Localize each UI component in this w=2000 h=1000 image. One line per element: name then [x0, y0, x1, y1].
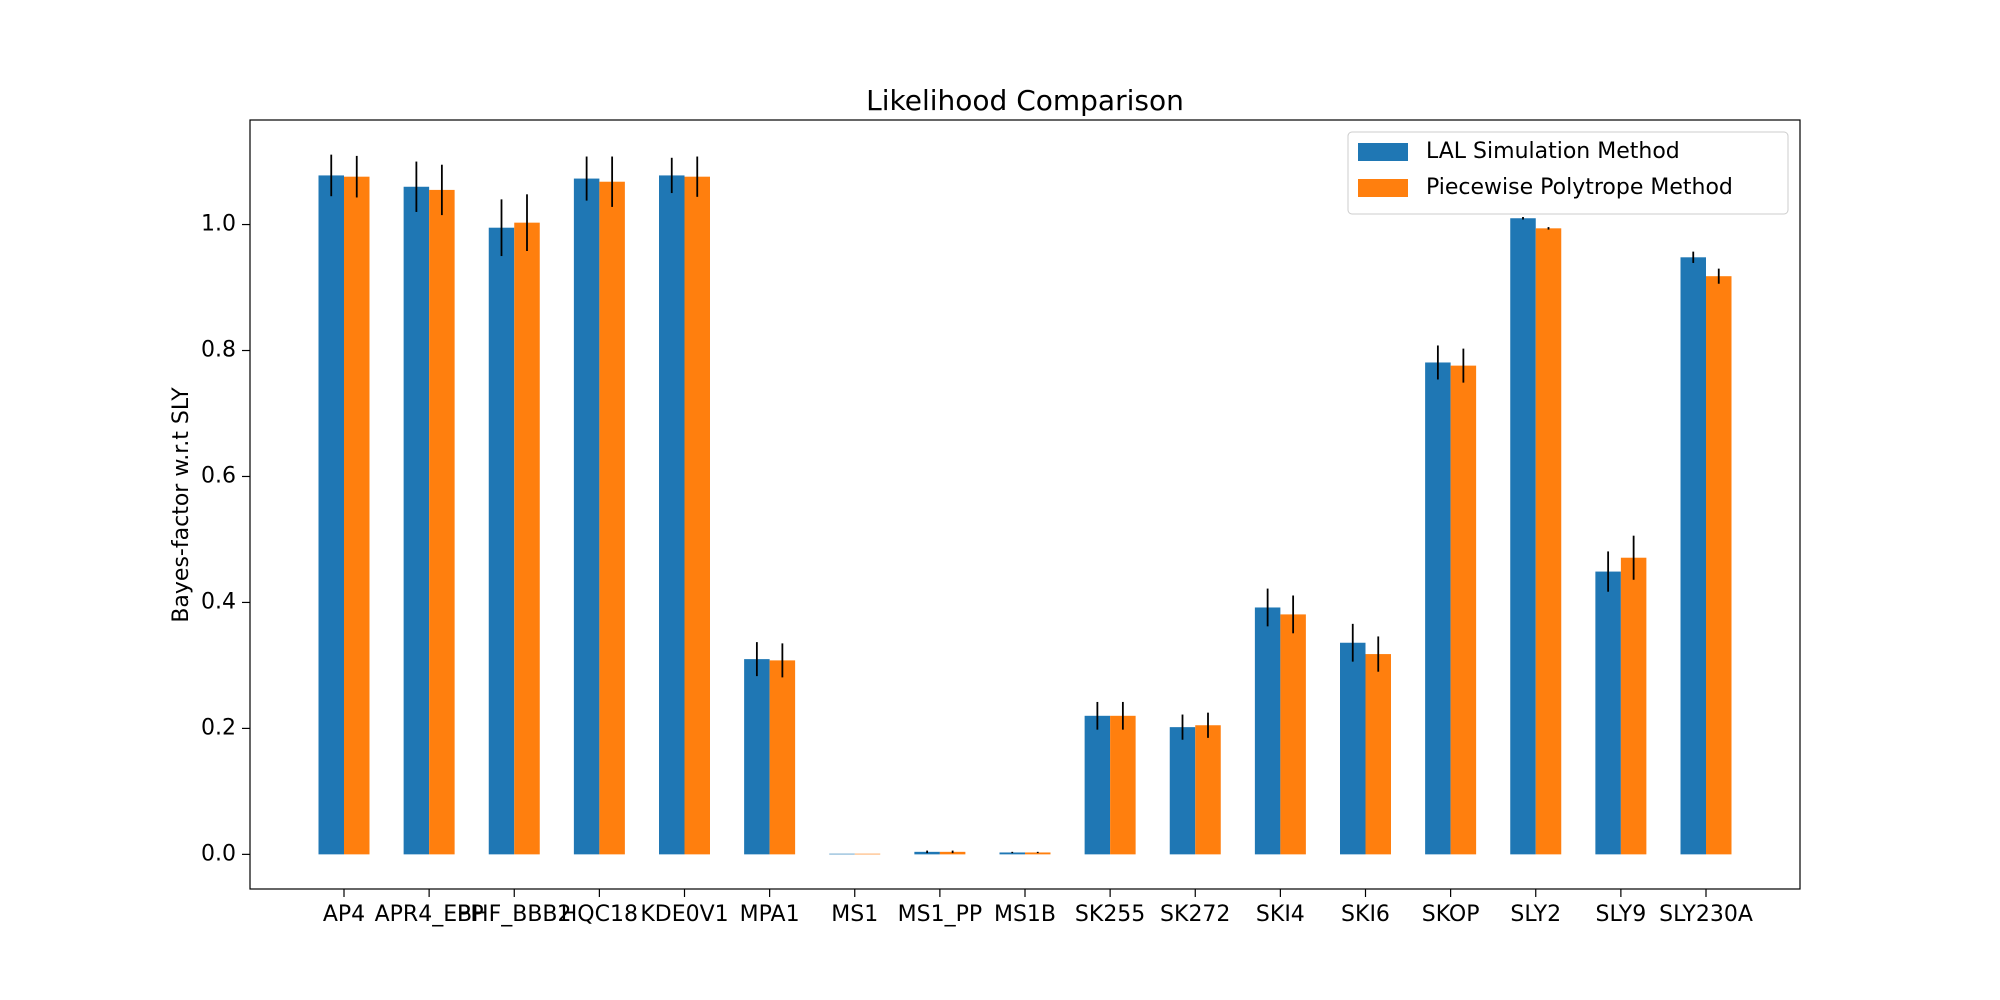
y-tick-label: 1.0 — [201, 212, 236, 237]
x-tick-label: SLY2 — [1510, 902, 1561, 927]
legend-swatch — [1358, 179, 1408, 197]
y-tick-label: 0.8 — [201, 338, 236, 363]
y-tick-label: 0.0 — [201, 841, 236, 866]
bar — [744, 659, 770, 855]
x-tick-label: SLY9 — [1596, 902, 1647, 927]
bar — [344, 176, 370, 855]
bar — [599, 181, 625, 855]
x-tick-label: AP4 — [323, 902, 365, 927]
x-tick-label: HQC18 — [561, 902, 638, 927]
bar — [659, 175, 685, 855]
x-tick-label: APR4_EPP — [375, 902, 484, 927]
bar — [829, 853, 855, 855]
legend-swatch — [1358, 143, 1408, 161]
x-tick-label: MS1B — [994, 902, 1056, 927]
x-tick-label: SLY230A — [1659, 902, 1753, 927]
bar — [1706, 276, 1732, 855]
x-tick-label: SKI6 — [1341, 902, 1390, 927]
bar — [1340, 642, 1366, 855]
x-tick-label: KDE0V1 — [640, 902, 728, 927]
x-tick-label: SKOP — [1422, 902, 1480, 927]
bar — [1365, 654, 1391, 855]
bar — [1084, 715, 1111, 855]
bar — [999, 852, 1025, 855]
x-tick-label: MPA1 — [740, 902, 800, 927]
bar — [1425, 362, 1451, 855]
legend-label: Piecewise Polytrope Method — [1426, 175, 1733, 200]
chart-title: Likelihood Comparison — [866, 84, 1184, 117]
x-tick-label: SKI4 — [1256, 902, 1305, 927]
bar — [1450, 365, 1477, 855]
bar — [684, 176, 710, 855]
bar — [573, 178, 600, 855]
legend-box — [1347, 131, 1789, 215]
y-tick-label: 0.4 — [201, 589, 236, 614]
bar — [318, 175, 344, 855]
x-tick-label: BHF_BBB2 — [457, 902, 572, 927]
bar — [1254, 607, 1281, 855]
bar — [1535, 228, 1562, 855]
bar — [514, 222, 540, 855]
bar — [1195, 725, 1221, 855]
bar — [769, 660, 796, 855]
bar — [429, 189, 455, 855]
bar — [1510, 218, 1536, 855]
y-tick-label: 0.6 — [201, 463, 236, 488]
bar — [1280, 614, 1306, 855]
bar — [1680, 257, 1706, 855]
x-tick-label: SK272 — [1160, 902, 1230, 927]
bar — [1110, 715, 1136, 855]
legend-label: LAL Simulation Method — [1426, 139, 1680, 164]
bar — [1169, 727, 1196, 855]
bar — [1595, 571, 1621, 855]
y-axis-label: Bayes-factor w.r.t SLY — [169, 387, 194, 623]
x-tick-label: MS1_PP — [898, 902, 982, 927]
bar — [1025, 852, 1051, 855]
y-tick-label: 0.2 — [201, 715, 236, 740]
x-tick-label: MS1 — [831, 902, 878, 927]
plot-frame — [249, 119, 1801, 890]
bar — [1620, 557, 1647, 855]
bar — [854, 853, 881, 855]
bar — [488, 227, 515, 855]
bar — [403, 186, 430, 855]
x-tick-label: SK255 — [1075, 902, 1145, 927]
